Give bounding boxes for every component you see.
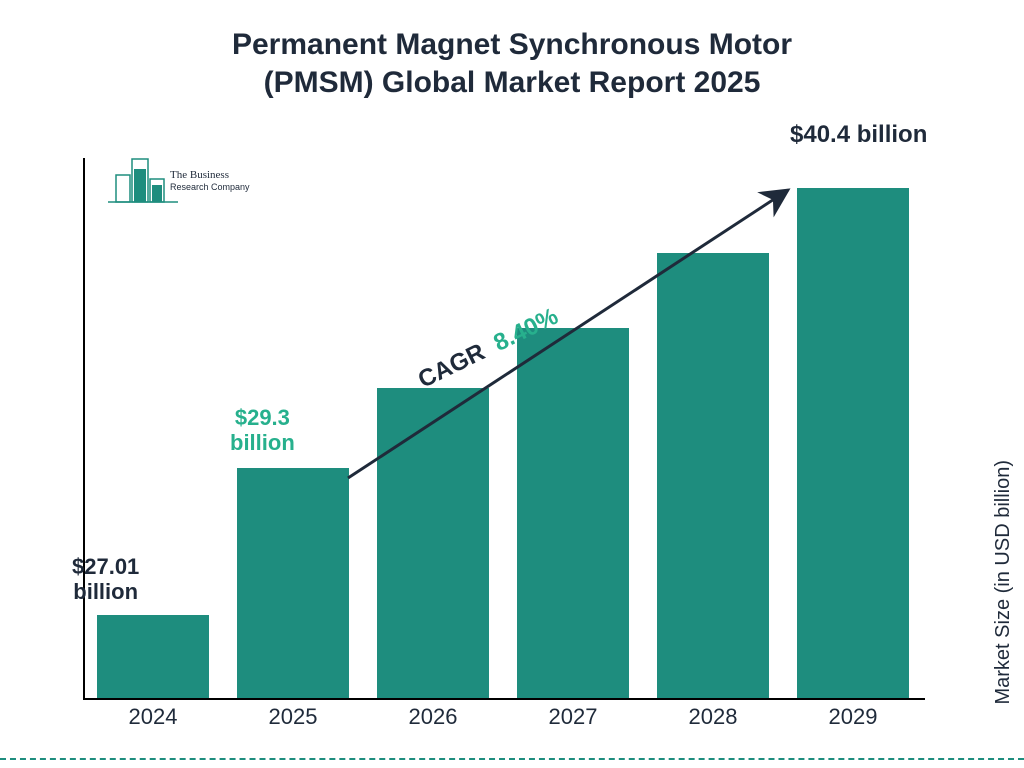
value-label-2029: $40.4 billion bbox=[790, 121, 927, 149]
chart-title: Permanent Magnet Synchronous Motor (PMSM… bbox=[0, 26, 1024, 101]
x-axis bbox=[83, 698, 925, 700]
x-label-2027: 2027 bbox=[507, 704, 639, 730]
bottom-dashed-line bbox=[0, 758, 1024, 760]
bars-group bbox=[85, 158, 925, 698]
chart-container: { "title": { "line1": "Permanent Magnet … bbox=[0, 0, 1024, 768]
x-label-2028: 2028 bbox=[647, 704, 779, 730]
bar-2025 bbox=[237, 468, 349, 698]
bar-2024 bbox=[97, 615, 209, 698]
value-label-2025: $29.3 billion bbox=[230, 405, 295, 456]
title-line2: (PMSM) Global Market Report 2025 bbox=[0, 64, 1024, 102]
y-axis-label: Market Size (in USD billion) bbox=[993, 460, 1016, 705]
bar-2029 bbox=[797, 188, 909, 698]
x-label-2026: 2026 bbox=[367, 704, 499, 730]
title-line1: Permanent Magnet Synchronous Motor bbox=[0, 26, 1024, 64]
value-label-2024: $27.01 billion bbox=[72, 554, 139, 605]
bar-2026 bbox=[377, 388, 489, 698]
bar-2028 bbox=[657, 253, 769, 698]
plot-area: 202420252026202720282029 bbox=[85, 158, 925, 698]
x-label-2024: 2024 bbox=[87, 704, 219, 730]
x-label-2029: 2029 bbox=[787, 704, 919, 730]
x-label-2025: 2025 bbox=[227, 704, 359, 730]
bar-2027 bbox=[517, 328, 629, 698]
